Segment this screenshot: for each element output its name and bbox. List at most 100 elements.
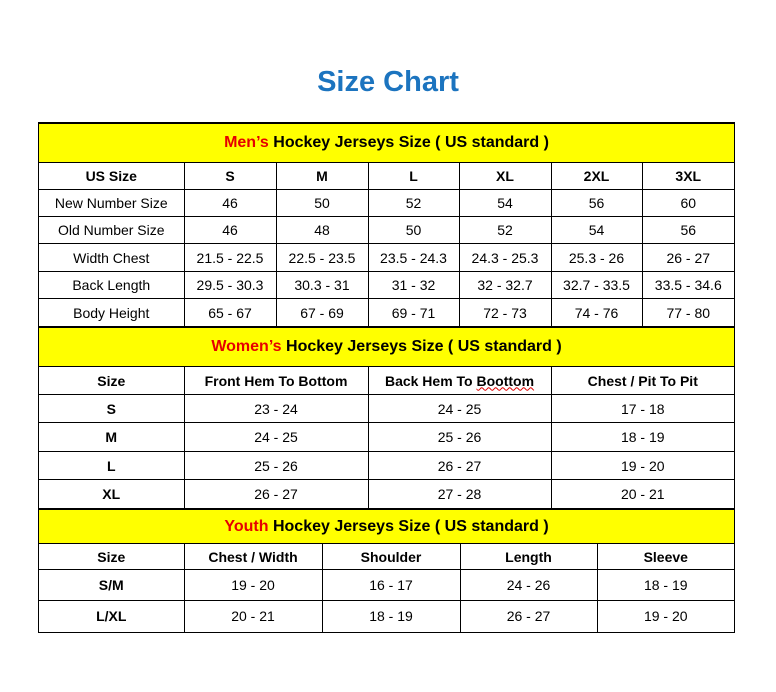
table-cell: 56 — [641, 216, 735, 244]
row-label: Old Number Size — [39, 216, 185, 244]
row-label: S — [39, 394, 185, 423]
table-cell: 67 - 69 — [275, 298, 369, 327]
column-header-label: Chest / Pit To Pit — [587, 372, 698, 389]
column-header-label: Length — [505, 548, 552, 565]
table-row: New Number Size 46 50 52 54 56 60 — [39, 189, 735, 217]
table-cell: 19 - 20 — [550, 451, 735, 480]
table-row: S/M 19 - 20 16 - 17 24 - 26 18 - 19 — [39, 569, 735, 601]
table-cell: 72 - 73 — [458, 298, 552, 327]
table-cell: 18 - 19 — [550, 422, 735, 452]
size-chart: Men’s Hockey Jerseys Size ( US standard … — [38, 122, 735, 633]
column-header: L — [367, 162, 460, 190]
row-label: XL — [39, 479, 185, 509]
table-row: Old Number Size 46 48 50 52 54 56 — [39, 216, 735, 244]
women-size-table: Women’s Hockey Jerseys Size ( US standar… — [39, 327, 735, 509]
table-row: XL 26 - 27 27 - 28 20 - 21 — [39, 479, 735, 509]
column-header: Back Hem To Boottom — [367, 366, 552, 395]
table-row: Back Length 29.5 - 30.3 30.3 - 31 31 - 32 32… — [39, 271, 735, 299]
men-section-header: Men’s Hockey Jerseys Size ( US standard … — [39, 123, 735, 163]
table-cell: 26 - 27 — [367, 451, 552, 480]
row-label: S/M — [39, 569, 185, 601]
table-cell: 27 - 28 — [367, 479, 552, 509]
section-title-accent: Men’s — [224, 134, 269, 151]
section-title-text: Hockey Jerseys Size ( US standard ) — [281, 338, 562, 355]
column-header: Shoulder — [321, 543, 461, 570]
column-header-label: 2XL — [583, 168, 610, 184]
column-header-label: US Size — [85, 168, 137, 184]
table-row: S 23 - 24 24 - 25 17 - 18 — [39, 394, 735, 423]
column-header: Chest / Width — [183, 543, 323, 570]
table-cell: 50 — [275, 189, 369, 217]
table-cell: 52 — [458, 216, 552, 244]
table-cell: 17 - 18 — [550, 394, 735, 423]
table-cell: 46 — [183, 216, 277, 244]
column-header-label: Size — [97, 548, 126, 565]
table-cell: 54 — [458, 189, 552, 217]
table-cell: 18 - 19 — [596, 569, 735, 601]
table-cell: 32 - 32.7 — [458, 271, 552, 299]
column-header-row: Size Chest / Width Shoulder Length Sleeve — [39, 543, 735, 570]
row-label: L/XL — [39, 600, 185, 632]
row-label: Back Length — [39, 271, 185, 299]
section-title-accent: Women’s — [211, 338, 282, 355]
table-cell: 21.5 - 22.5 — [183, 243, 277, 272]
table-cell: 23.5 - 24.3 — [367, 243, 460, 272]
row-label: New Number Size — [39, 189, 185, 217]
column-header: Size — [39, 366, 185, 395]
table-cell: 22.5 - 23.5 — [275, 243, 369, 272]
table-cell: 25 - 26 — [183, 451, 369, 480]
section-title: Women’s Hockey Jerseys Size ( US standar… — [39, 327, 735, 367]
table-cell: 52 — [367, 189, 460, 217]
table-cell: 32.7 - 33.5 — [550, 271, 643, 299]
table-cell: 46 — [183, 189, 277, 217]
table-cell: 48 — [275, 216, 369, 244]
table-cell: 26 - 27 — [641, 243, 735, 272]
page-title: Size Chart — [317, 66, 459, 98]
table-row: M 24 - 25 25 - 26 18 - 19 — [39, 422, 735, 452]
table-cell: 19 - 20 — [596, 600, 735, 632]
table-row: L/XL 20 - 21 18 - 19 26 - 27 19 - 20 — [39, 600, 735, 632]
column-header-label: Front Hem To Bottom — [204, 372, 348, 389]
men-size-table: Men’s Hockey Jerseys Size ( US standard … — [39, 123, 735, 327]
table-cell: 25 - 26 — [367, 422, 552, 452]
column-header-row: US Size S M L XL 2XL 3XL — [39, 162, 735, 190]
row-label: L — [39, 451, 185, 480]
table-cell: 26 - 27 — [183, 479, 369, 509]
row-label: Width Chest — [39, 243, 185, 272]
table-cell: 25.3 - 26 — [550, 243, 643, 272]
column-header: Sleeve — [596, 543, 735, 570]
column-header-label: M — [316, 168, 328, 184]
section-title-accent: Youth — [224, 517, 269, 535]
table-cell: 33.5 - 34.6 — [641, 271, 735, 299]
column-header-label: Shoulder — [360, 548, 422, 565]
table-cell: 69 - 71 — [367, 298, 460, 327]
table-cell: 65 - 67 — [183, 298, 277, 327]
table-cell: 18 - 19 — [321, 600, 461, 632]
table-cell: 24 - 25 — [183, 422, 369, 452]
table-cell: 77 - 80 — [641, 298, 735, 327]
column-header-label: Back Hem To Boottom — [384, 372, 535, 389]
section-title: Youth Hockey Jerseys Size ( US standard … — [39, 509, 735, 544]
table-cell: 56 — [550, 189, 643, 217]
table-cell: 24 - 26 — [459, 569, 598, 601]
column-header: S — [183, 162, 277, 190]
column-header-label: Chest / Width — [208, 548, 298, 565]
column-header: 2XL — [550, 162, 643, 190]
table-cell: 54 — [550, 216, 643, 244]
row-label: Body Height — [39, 298, 185, 327]
section-title: Men’s Hockey Jerseys Size ( US standard … — [39, 123, 735, 163]
section-title-text: Hockey Jerseys Size ( US standard ) — [268, 134, 549, 151]
column-header: Front Hem To Bottom — [183, 366, 369, 395]
section-title-text: Hockey Jerseys Size ( US standard ) — [268, 517, 549, 535]
column-header: 3XL — [641, 162, 735, 190]
column-header: XL — [458, 162, 552, 190]
column-header-label: L — [409, 168, 418, 184]
column-header-label: S — [225, 168, 235, 184]
column-header: Size — [39, 543, 185, 570]
column-header: US Size — [39, 162, 185, 190]
table-cell: 24 - 25 — [367, 394, 552, 423]
table-row: Width Chest 21.5 - 22.5 22.5 - 23.5 23.5 - … — [39, 243, 735, 272]
column-header: Length — [459, 543, 598, 570]
table-cell: 19 - 20 — [183, 569, 323, 601]
table-cell: 16 - 17 — [321, 569, 461, 601]
